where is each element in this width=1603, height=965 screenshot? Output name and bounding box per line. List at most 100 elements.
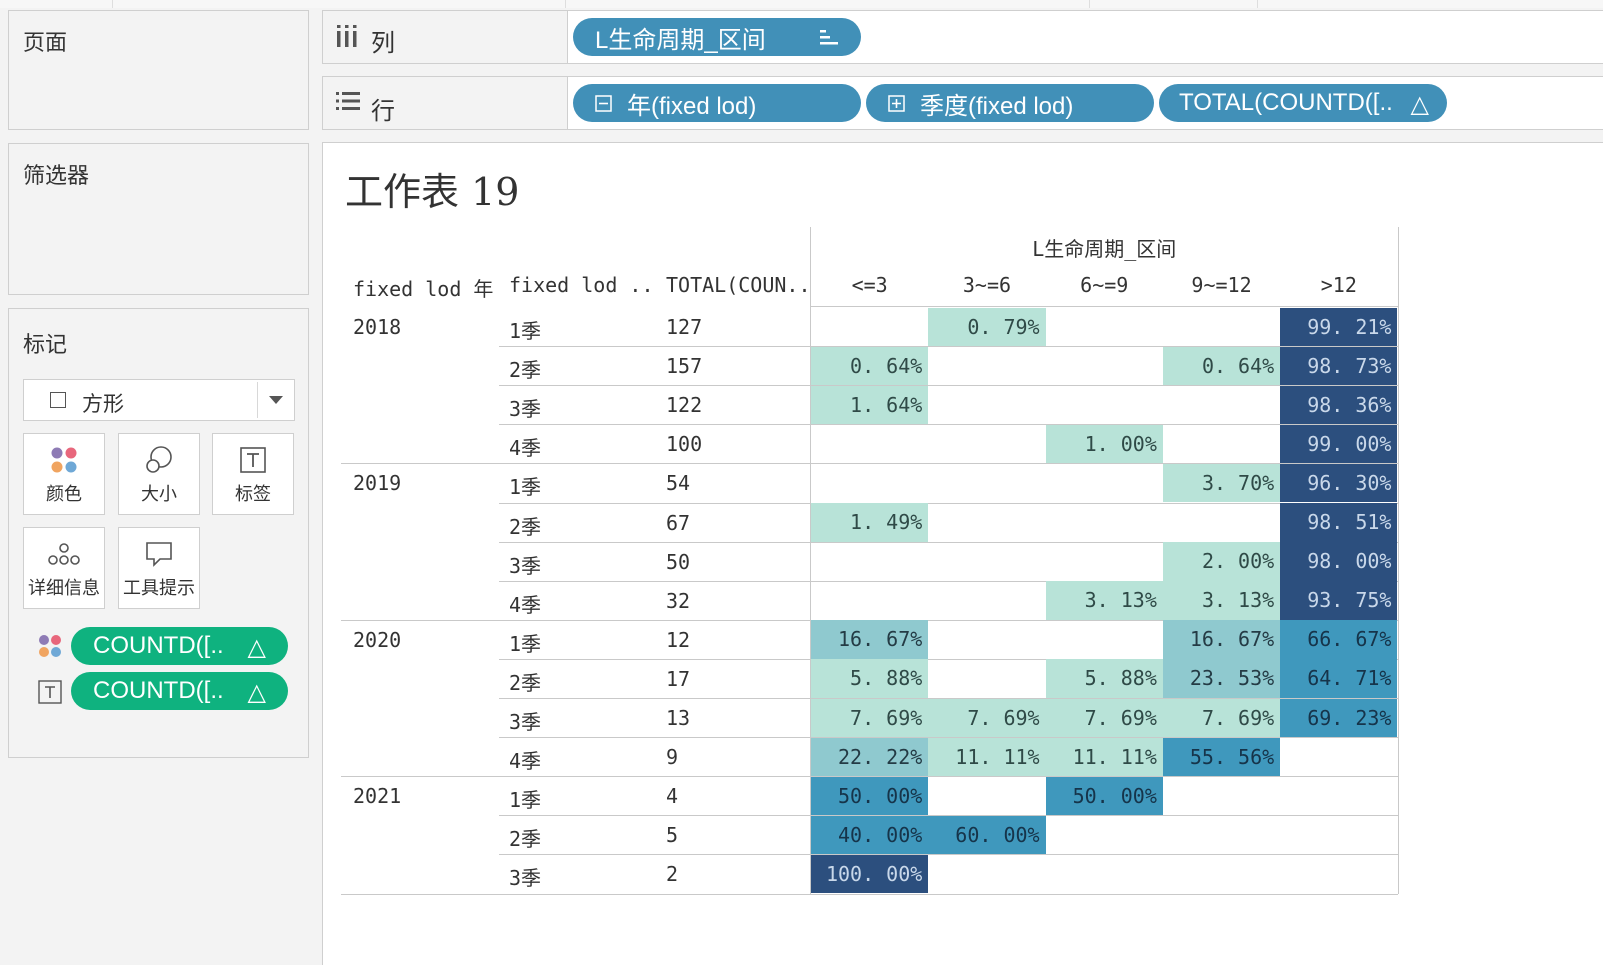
heatmap-cell: 0. 79% (928, 307, 1046, 347)
color-field-pill[interactable]: COUNTD([.. △ (71, 627, 288, 665)
filters-title: 筛选器 (23, 164, 90, 189)
heatmap-cell: 69. 23% (1280, 698, 1398, 738)
quarter-label: 3季 (509, 710, 542, 734)
row-pill-quarter[interactable]: 季度(fixed lod) (866, 84, 1154, 122)
chevron-down-icon[interactable] (269, 396, 283, 404)
heatmap-cell: 50. 00% (1045, 776, 1163, 816)
heatmap-cell: 3. 13% (1045, 581, 1163, 620)
delta-icon: △ (247, 634, 266, 661)
tooltip-button[interactable]: 工具提示 (118, 527, 200, 609)
quarter-label: 1季 (509, 475, 542, 500)
row-pill-total[interactable]: TOTAL(COUNTD([.. △ (1159, 84, 1447, 122)
label-field-pill[interactable]: COUNTD([.. △ (71, 672, 288, 710)
heatmap-cell: 7. 69% (928, 698, 1046, 738)
color-field-text: COUNTD([.. (93, 632, 224, 659)
year-label: 2021 (353, 784, 402, 809)
total-count: 32 (666, 588, 691, 613)
column-header: 9~=12 (1191, 273, 1252, 297)
pages-card[interactable]: 页面 (8, 10, 309, 130)
row-pill-year[interactable]: 年(fixed lod) (573, 84, 861, 122)
row-field-header: fixed lod .. (509, 273, 654, 297)
mark-type-label: 方形 (82, 392, 124, 416)
quarter-label: 1季 (509, 631, 542, 656)
row-separator-line (499, 385, 1398, 387)
table-bottom-line (341, 893, 1398, 895)
year-label: 2020 (353, 627, 402, 652)
table-right-border (1397, 227, 1399, 894)
columns-shelf-label: 列 (371, 29, 395, 57)
collapse-icon (595, 95, 612, 112)
row-separator-line (499, 424, 1398, 426)
row-pill-year-text: 年(fixed lod) (627, 92, 757, 120)
quarter-label: 3季 (509, 553, 542, 578)
columns-icon (337, 25, 357, 47)
size-button-label: 大小 (141, 484, 177, 505)
row-pill-quarter-text: 季度(fixed lod) (920, 92, 1074, 120)
heatmap-cell: 99. 21% (1280, 307, 1398, 347)
total-count: 12 (666, 627, 691, 652)
heatmap-cell: 40. 00% (811, 815, 929, 855)
rows-shelf-label: 行 (371, 97, 395, 125)
total-count: 4 (666, 784, 679, 809)
color-icon (51, 447, 77, 473)
rows-shelf[interactable]: 行 年(fixed lod) 季度(fixed lod) TOTAL(COUNT… (322, 76, 1603, 130)
column-header: >12 (1320, 273, 1357, 297)
row-field-header: TOTAL(COUN.. (666, 273, 811, 297)
quarter-label: 3季 (509, 866, 542, 891)
heatmap-cell: 64. 71% (1280, 659, 1398, 698)
quarter-label: 4季 (509, 436, 542, 461)
mark-type-dropdown[interactable]: 方形 (23, 379, 295, 421)
marks-card: 标记 方形 颜色 大小 标签 (8, 308, 309, 758)
label-button[interactable]: 标签 (212, 433, 294, 515)
heatmap-cell: 0. 64% (811, 346, 929, 386)
label-field-text: COUNTD([.. (93, 677, 224, 704)
filters-card[interactable]: 筛选器 (8, 143, 309, 295)
total-count: 50 (666, 549, 691, 574)
sheet-title: 工作表 19 (345, 170, 520, 214)
heatmap-cell: 3. 13% (1162, 581, 1281, 620)
total-count: 9 (666, 745, 679, 770)
rows-icon (336, 92, 360, 110)
heatmap-cell: 55. 56% (1162, 737, 1281, 777)
row-separator-line (499, 541, 1398, 543)
column-group-header: L生命周期_区间 (1032, 237, 1177, 261)
row-separator-line (499, 346, 1398, 348)
heatmap-cell: 93. 75% (1280, 581, 1398, 620)
heatmap-cell: 1. 49% (811, 503, 929, 542)
marks-title: 标记 (23, 333, 68, 358)
tooltip-button-label: 工具提示 (123, 578, 195, 599)
sort-descending-icon (820, 30, 838, 45)
quarter-label: 2季 (509, 827, 542, 852)
color-icon (39, 635, 61, 657)
column-header: 3~=6 (962, 273, 1012, 297)
quarter-label: 2季 (509, 358, 542, 383)
total-count: 157 (666, 354, 703, 379)
quarter-label: 4季 (509, 592, 542, 617)
quarter-label: 4季 (509, 749, 542, 774)
total-count: 2 (666, 862, 679, 887)
heatmap-cell: 100. 00% (811, 854, 929, 894)
column-header: <=3 (851, 273, 888, 297)
total-count: 54 (666, 471, 691, 496)
size-icon (146, 446, 172, 473)
delta-icon: △ (1410, 91, 1429, 118)
pages-title: 页面 (23, 31, 68, 56)
row-field-header: fixed lod 年 (353, 277, 494, 301)
detail-button[interactable]: 详细信息 (23, 527, 105, 609)
heatmap-cell: 11. 11% (1045, 737, 1163, 777)
column-pill-lifecycle[interactable]: L生命周期_区间 (573, 18, 861, 56)
columns-shelf-label-area: 列 (323, 11, 568, 63)
heatmap-cell: 5. 88% (1045, 659, 1163, 698)
heatmap-cell: 7. 69% (811, 698, 929, 738)
delta-icon: △ (247, 679, 266, 706)
total-count: 13 (666, 706, 691, 730)
columns-shelf[interactable]: 列 L生命周期_区间 (322, 10, 1603, 64)
size-button[interactable]: 大小 (118, 433, 200, 515)
rows-shelf-label-area: 行 (323, 77, 568, 129)
color-button[interactable]: 颜色 (23, 433, 105, 515)
quarter-label: 1季 (509, 319, 542, 343)
heatmap-cell: 7. 69% (1045, 698, 1163, 738)
header-bottom-line (811, 306, 1398, 307)
text-label-icon (240, 447, 266, 473)
